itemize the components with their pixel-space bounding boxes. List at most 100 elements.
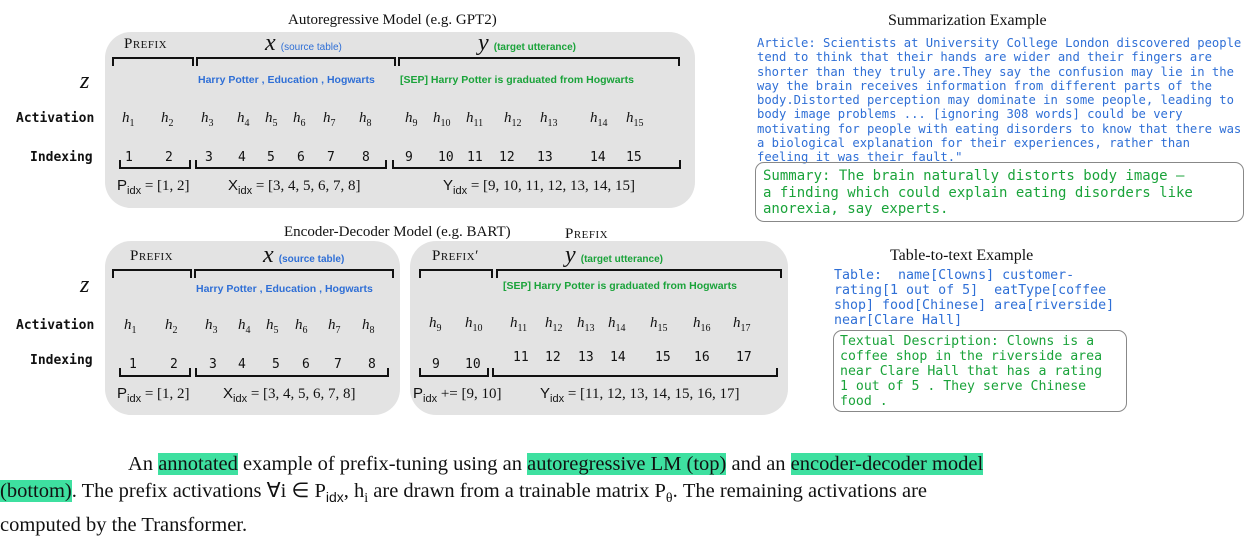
bottom-indexing-label: Indexing [30,353,93,368]
bottom-decoder-index: 17 [736,350,752,365]
table-to-text-description: Textual Description: Clowns is a coffee … [840,334,1103,409]
top-y-bracket [398,57,680,66]
top-activation-subscript: 9 [412,118,418,129]
bottom-decoder-index: 15 [655,350,671,365]
bottom-decoder-activation: h14 [608,315,626,334]
bottom-decoder-activation: h11 [510,315,528,334]
bottom-y-sub: (target utterance) [580,254,663,265]
bottom-prefix-bracket [112,269,192,278]
top-indexing-label: Indexing [30,150,93,165]
top-activation-subscript: 3 [208,118,214,129]
bottom-prefix2-label: Prefix′ [432,248,479,264]
top-y-sub: (target utterance) [493,42,576,53]
bottom-decoder-activation: h10 [465,315,483,334]
bottom-y-set: [11, 12, 13, 14, 15, 16, 17] [580,386,740,402]
bottom-x-formula: Xidx = [3, 4, 5, 6, 7, 8] [223,385,356,405]
bottom-decoder-activation: h17 [733,315,751,334]
bottom-source-tokens: Harry Potter , Education , Hogwarts [196,283,373,295]
bottom-encoder-activation: h6 [295,317,308,336]
top-p-set: [1, 2] [157,178,190,194]
top-index: 6 [297,150,305,165]
bottom-encoder-index: 6 [302,357,310,372]
bottom-encoder-activation: h3 [205,317,218,336]
bottom-decoder-activation-subscript: 12 [552,323,563,334]
top-activation: h1 [122,110,135,129]
top-index: 3 [205,150,213,165]
caption-sub-theta: θ [665,491,673,507]
top-target-tokens: [SEP] Harry Potter is graduated from Hog… [400,74,634,86]
bottom-encoder-index: 7 [334,357,342,372]
top-activation-subscript: 7 [330,118,336,129]
caption-text-5: are drawn from a trainable matrix P [368,480,666,502]
bottom-y-index-bracket [492,368,778,377]
top-activation: h4 [237,110,250,129]
summary-box [755,162,1244,222]
bottom-encoder-activation-subscript: 5 [273,325,279,336]
top-activation-subscript: 15 [633,118,644,129]
caption-highlight-bottom: (bottom) [0,480,72,502]
bottom-x-label: x (source table) [263,242,344,269]
top-index: 5 [267,150,275,165]
top-activation: h9 [405,110,418,129]
bottom-decoder-index: 11 [513,350,529,365]
bottom-encoder-activation: h8 [362,317,375,336]
caption-intro: An [128,453,159,475]
bottom-encoder-activation-subscript: 6 [302,325,308,336]
bottom-decoder-index: 16 [694,350,710,365]
bottom-encoder-index: 5 [272,357,280,372]
top-index: 14 [590,150,606,165]
bottom-encoder-activation: h2 [165,317,178,336]
bottom-decoder-index: 14 [610,350,626,365]
bottom-decoder-activation-subscript: 13 [584,323,595,334]
top-prefix-bracket [112,57,194,66]
bottom-p-add: += [9, 10] [440,386,502,402]
caption-text-1: example of prefix-tuning using an [237,453,528,475]
bottom-encoder-activation: h5 [266,317,279,336]
bottom-encoder-index: 8 [368,357,376,372]
bottom-p-set: [1, 2] [157,386,190,402]
bottom-encoder-activation: h1 [124,317,137,336]
bottom-p-formula: Pidx = [1, 2] [117,385,190,405]
bottom-encoder-activation-subscript: 7 [335,325,341,336]
caption-text-3: . The prefix activations ∀i ∈ P [71,480,326,502]
bottom-decoder-activation-subscript: 15 [657,323,668,334]
top-activation: h10 [433,110,451,129]
bottom-decoder-index: 13 [578,350,594,365]
caption-highlight-encoder-decoder: encoder-decoder model [790,453,984,475]
top-index: 13 [537,150,553,165]
top-x-index-bracket [195,160,387,169]
top-activation: h3 [201,110,214,129]
top-activation: h8 [359,110,372,129]
bottom-activation-label: Activation [16,318,95,333]
top-y-formula: Yidx = [9, 10, 11, 12, 13, 14, 15] [443,177,635,197]
top-source-tokens: Harry Potter , Education , Hogwarts [198,74,375,86]
caption-highlight-autoregressive: autoregressive LM (top) [527,453,727,475]
bottom-encoder-index: 2 [170,357,178,372]
top-activation: h6 [293,110,306,129]
bottom-decoder-activation-subscript: 10 [472,323,483,334]
bottom-decoder-activation: h13 [577,315,595,334]
bottom-decoder-activation: h12 [545,315,563,334]
top-activation-subscript: 14 [597,118,608,129]
table-to-text-table: Table: name[Clowns] customer- rating[1 o… [834,268,1115,328]
top-panel [105,32,695,208]
caption-highlight-annotated: annotated [158,453,238,475]
bottom-y-formula: Yidx = [11, 12, 13, 14, 15, 16, 17] [540,385,740,405]
bottom-title: Encoder-Decoder Model (e.g. BART) [284,224,511,240]
bottom-prefix2-index-bracket [419,368,489,377]
top-activation: h7 [323,110,336,129]
bottom-decoder-activation-subscript: 16 [700,323,711,334]
caption-line-2: (bottom). The prefix activations ∀i ∈ P i… [0,478,1258,512]
bottom-decoder-index: 12 [545,350,561,365]
top-y-label: y (target utterance) [478,30,576,57]
top-index: 7 [327,150,335,165]
caption-text-4: , h [343,480,365,502]
top-index: 4 [238,150,246,165]
caption-sub-i: i [364,491,369,507]
top-activation-subscript: 8 [366,118,372,129]
bottom-padd-formula: Pidx += [9, 10] [413,385,502,405]
top-activation: h2 [161,110,174,129]
top-y-index-bracket [392,160,681,169]
top-index: 12 [499,150,515,165]
bottom-decoder-activation-subscript: 17 [740,323,751,334]
